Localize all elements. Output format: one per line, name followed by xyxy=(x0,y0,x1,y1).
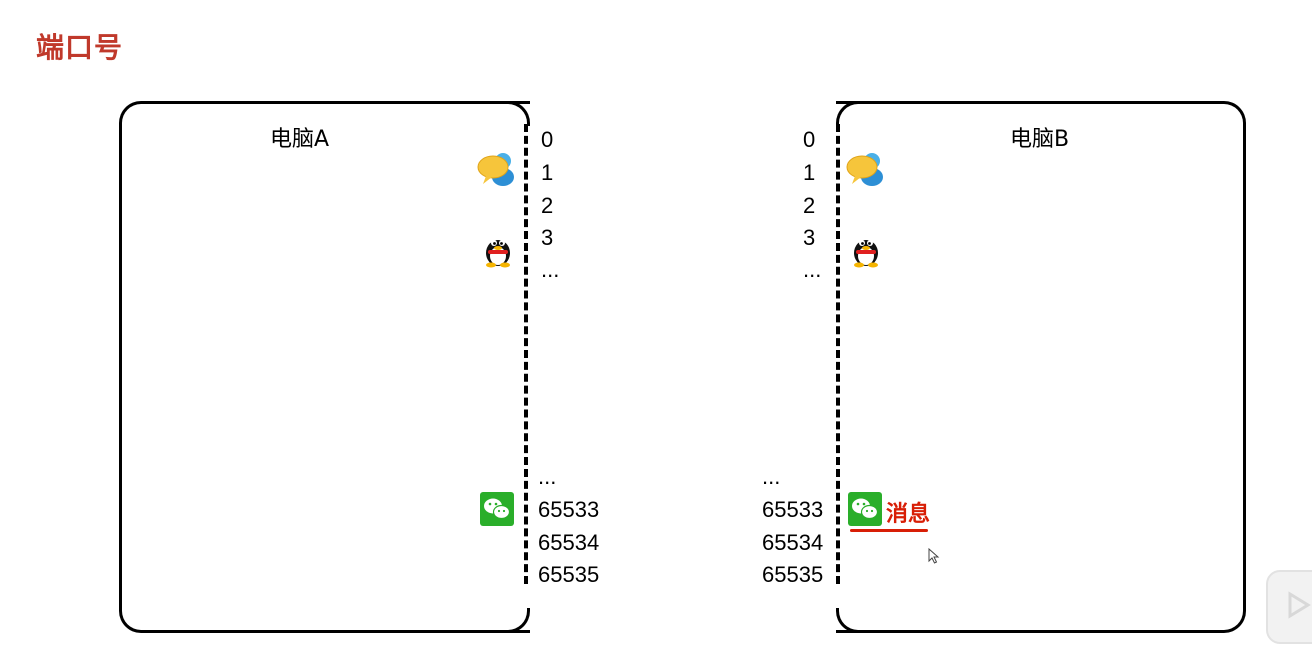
port-a-ellipsis-top: ... xyxy=(541,257,560,282)
port-b-0: 0 xyxy=(803,127,816,152)
port-b-65533: 65533 xyxy=(762,497,824,522)
port-b-3: 3 xyxy=(803,225,816,250)
qq-penguin-icon xyxy=(854,240,878,268)
wechat-icon xyxy=(848,492,882,526)
port-b-65534: 65534 xyxy=(762,530,824,555)
port-a-65535: 65535 xyxy=(538,562,600,587)
port-a-3: 3 xyxy=(541,225,554,250)
qq-penguin-icon xyxy=(486,240,510,268)
port-a-ellipsis-bottom: ... xyxy=(538,464,557,489)
computer-a-port-boundary xyxy=(524,124,528,584)
port-b-2: 2 xyxy=(803,193,816,218)
computer-b-label: 电脑B xyxy=(1010,127,1070,152)
wechat-icon xyxy=(480,492,514,526)
message-underline xyxy=(850,529,928,532)
computer-b-box xyxy=(836,101,1246,633)
port-a-65533: 65533 xyxy=(538,497,600,522)
port-a-0: 0 xyxy=(541,127,554,152)
chat-bubbles-icon xyxy=(846,153,883,186)
port-a-1: 1 xyxy=(541,160,554,185)
computer-a-label: 电脑A xyxy=(270,127,330,152)
port-a-2: 2 xyxy=(541,193,554,218)
message-label: 消息 xyxy=(886,502,931,527)
port-b-ellipsis-bottom: ... xyxy=(762,464,781,489)
chat-bubbles-icon xyxy=(477,153,514,186)
computer-a-box xyxy=(119,101,530,633)
port-b-1: 1 xyxy=(803,160,816,185)
port-b-ellipsis-top: ... xyxy=(803,257,822,282)
computer-b-port-boundary xyxy=(836,124,840,584)
play-icon xyxy=(1288,591,1311,619)
port-a-65534: 65534 xyxy=(538,530,600,555)
mouse-cursor-icon xyxy=(928,548,940,564)
page-title: 端口号 xyxy=(36,31,124,64)
player-watermark-icon xyxy=(1266,570,1312,644)
computer-b-corner-top xyxy=(836,101,861,126)
port-b-65535: 65535 xyxy=(762,562,824,587)
